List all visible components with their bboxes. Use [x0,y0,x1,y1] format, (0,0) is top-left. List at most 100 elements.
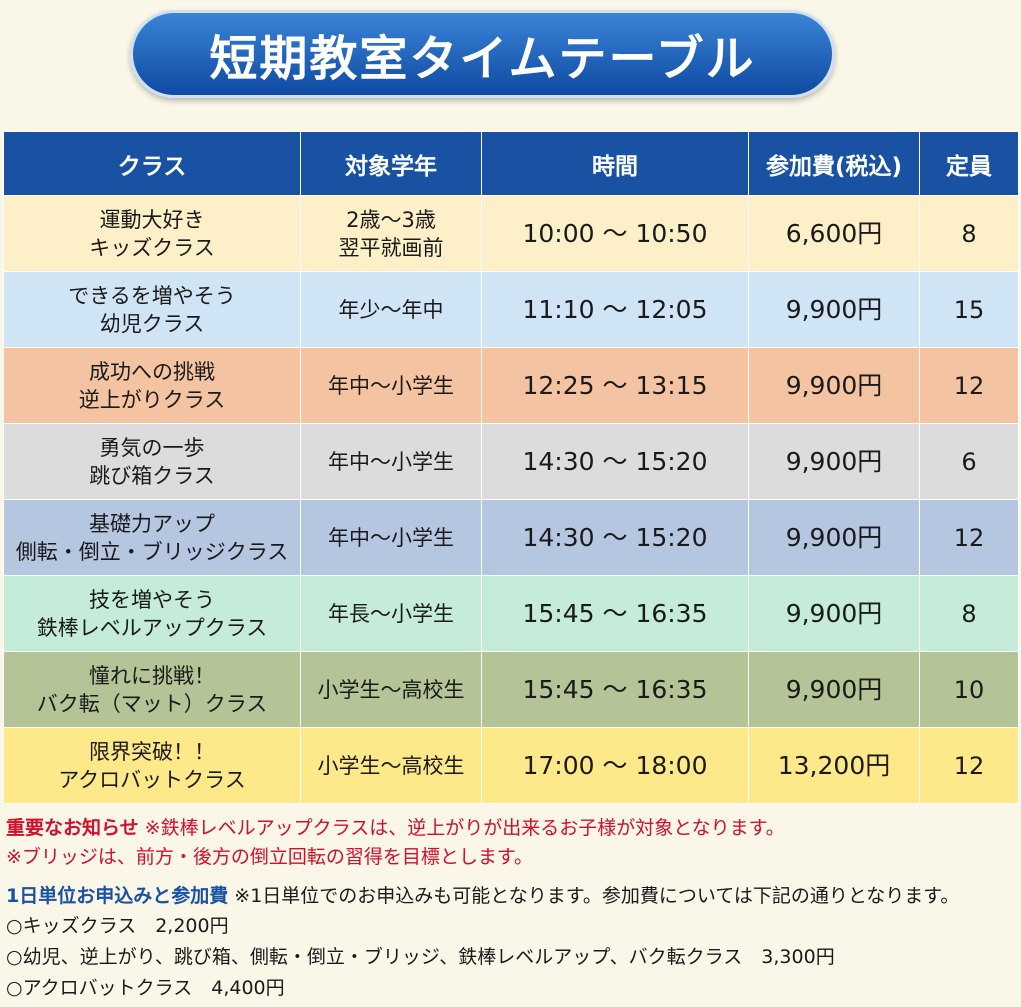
cell-line: 12 [953,523,985,552]
table-cell: 年中～小学生 [300,499,482,576]
cell-line: 基礎力アップ [89,511,215,536]
table-body: 運動大好き キッズクラス 2歳～3歳 翌平就画前 10:00 ～ 10:50 6,600円… [3,195,1019,804]
column-header: クラス [3,131,301,196]
cell-line: 12 [953,751,985,780]
table-cell: 6 [919,423,1019,500]
cell-line: 17:00 ～ 18:00 [522,750,708,780]
cell-line: 年長～小学生 [328,601,454,626]
table-cell: 2歳～3歳翌平就画前 [300,195,482,272]
title: 短期教室タイムテーブル [209,31,756,87]
table-cell: 9,900円 [748,575,920,652]
cell-line: 年中～小学生 [328,525,454,550]
table-cell: 9,900円 [748,499,920,576]
cell-line: 12 [953,371,985,400]
cell-line: 側転・倒立・ブリッジクラス [15,539,289,564]
cell-line: 幼児クラス [99,311,205,336]
cell-line: 年中～小学生 [328,373,454,398]
cell-line: 限界突破！！ [89,739,215,764]
cell-line: 2歳～3歳 [346,207,436,232]
table-cell: 14:30 ～ 15:20 [481,499,749,576]
header-row: クラス 対象学年 時間 参加費(税込) 定員 [3,131,1019,196]
table-cell: 限界突破！！ アクロバットクラス [3,727,301,804]
cell-line: 勇気の一歩 [99,435,205,460]
table-cell: 年中～小学生 [300,347,482,424]
cell-line: 翌平就画前 [338,235,444,260]
table-cell: 年少～年中 [300,271,482,348]
table-cell: 12 [919,727,1019,804]
cell-line: 年少～年中 [338,297,444,322]
table-cell: 15 [919,271,1019,348]
column-header: 対象学年 [300,131,482,196]
table-cell: 10:00 ～ 10:50 [481,195,749,272]
table-cell: 小学生～高校生 [300,651,482,728]
notice-label: 重要なお知らせ [6,817,139,839]
table-cell: 技を増やそう 鉄棒レベルアップクラス [3,575,301,652]
table-cell: 11:10 ～ 12:05 [481,271,749,348]
cell-line: 9,900円 [785,446,883,476]
notice-text: ※鉄棒レベルアップクラスは、逆上がりが出来るお子様が対象となります。 [144,817,785,839]
cell-line: 運動大好き [99,207,205,232]
daily-item: ○アクロバットクラス 4,400円 [6,977,285,999]
table-cell: 9,900円 [748,651,920,728]
table-cell: 10 [919,651,1019,728]
cell-line: アクロバットクラス [58,767,246,792]
table-row: 限界突破！！ アクロバットクラス 小学生～高校生 17:00 ～ 18:00 13,20… [3,727,1019,804]
cell-line: できるを増やそう [68,283,236,308]
title-banner: 短期教室タイムテーブル [130,10,835,98]
cell-line: 6 [961,447,977,476]
cell-line: 小学生～高校生 [317,677,465,702]
table-cell: 憧れに挑戦！ バク転（マット）クラス [3,651,301,728]
table-row: 勇気の一歩跳び箱クラス 年中～小学生 14:30 ～ 15:20 9,900円 6 [3,423,1019,500]
daily-item: ○キッズクラス 2,200円 [6,915,229,937]
cell-line: 9,900円 [785,598,883,628]
table-cell: 12 [919,499,1019,576]
column-header: 参加費(税込) [748,131,920,196]
table-cell: 13,200円 [748,727,920,804]
table-row: 運動大好き キッズクラス 2歳～3歳 翌平就画前 10:00 ～ 10:50 6,600円… [3,195,1019,272]
table-cell: 基礎力アップ側転・倒立・ブリッジクラス [3,499,301,576]
cell-line: 15:45 ～ 16:35 [522,674,708,704]
cell-line: 年中～小学生 [328,449,454,474]
table-row: 技を増やそう 鉄棒レベルアップクラス 年長～小学生 15:45 ～ 16:35 9,90… [3,575,1019,652]
table-row: できるを増やそう 幼児クラス 年少～年中 11:10 ～ 12:05 9,900円 15 [3,271,1019,348]
cell-line: 11:10 ～ 12:05 [522,294,708,324]
table-cell: 9,900円 [748,271,920,348]
daily-note: ※1日単位でのお申込みも可能となります。参加費については下記の通りとなります。 [234,885,960,907]
cell-line: 9,900円 [785,522,883,552]
notes: 重要なお知らせ ※鉄棒レベルアップクラスは、逆上がりが出来るお子様が対象となりま… [6,814,1016,1004]
table-row: 成功への挑戦 逆上がりクラス 年中～小学生 12:25 ～ 13:15 9,900円 12 [3,347,1019,424]
cell-line: バク転（マット）クラス [36,691,268,716]
cell-line: 14:30 ～ 15:20 [522,446,708,476]
table-cell: 12:25 ～ 13:15 [481,347,749,424]
cell-line: 6,600円 [785,218,883,248]
table-cell: 運動大好き キッズクラス [3,195,301,272]
cell-line: 技を増やそう [89,587,215,612]
cell-line: 9,900円 [785,294,883,324]
cell-line: 10 [953,675,985,704]
table-cell: 成功への挑戦 逆上がりクラス [3,347,301,424]
table-cell: 9,900円 [748,347,920,424]
cell-line: 15 [953,295,985,324]
table-cell: 9,900円 [748,423,920,500]
table-cell: 年長～小学生 [300,575,482,652]
table-cell: 小学生～高校生 [300,727,482,804]
cell-line: 小学生～高校生 [317,753,465,778]
table-cell: 勇気の一歩跳び箱クラス [3,423,301,500]
cell-line: 成功への挑戦 [89,359,215,384]
column-header: 時間 [481,131,749,196]
cell-line: 跳び箱クラス [89,463,215,488]
cell-line: 9,900円 [785,674,883,704]
cell-line: 10:00 ～ 10:50 [522,218,708,248]
column-header: 定員 [919,131,1019,196]
table-cell: 12 [919,347,1019,424]
daily-item: ○幼児、逆上がり、跳び箱、側転・倒立・ブリッジ、鉄棒レベルアップ、バク転クラス … [6,946,835,968]
cell-line: 8 [961,219,977,248]
table-row: 憧れに挑戦！ バク転（マット）クラス 小学生～高校生 15:45 ～ 16:35 9,9… [3,651,1019,728]
table-cell: 8 [919,575,1019,652]
cell-line: 8 [961,599,977,628]
cell-line: 9,900円 [785,370,883,400]
table-cell: 6,600円 [748,195,920,272]
cell-line: 憧れに挑戦！ [89,663,215,688]
table-cell: 15:45 ～ 16:35 [481,651,749,728]
